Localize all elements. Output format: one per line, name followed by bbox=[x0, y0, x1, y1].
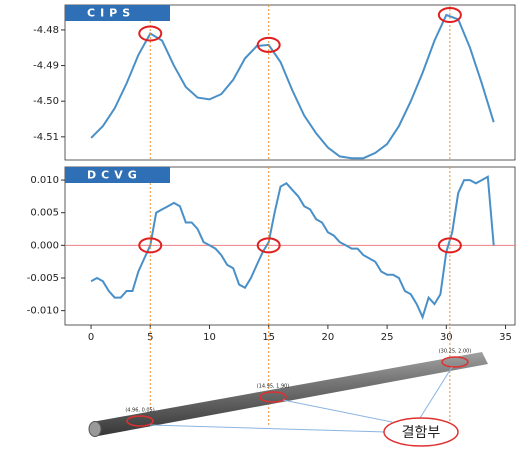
y-tick-label: -4.51 bbox=[33, 132, 59, 143]
point-label: (14.95, 1.90) bbox=[257, 384, 290, 390]
highlight-circle bbox=[256, 237, 281, 254]
highlight-circle bbox=[256, 36, 281, 53]
y-tick-label: -0.010 bbox=[27, 306, 59, 317]
highlight-circle bbox=[437, 237, 462, 254]
pointer-line bbox=[419, 366, 453, 419]
pointer-line bbox=[149, 424, 386, 433]
y-tick-label: -0.005 bbox=[27, 273, 59, 284]
x-tick-label: 5 bbox=[147, 332, 153, 343]
defect-label: 결함부 bbox=[402, 425, 441, 441]
y-tick-label: 0.010 bbox=[30, 175, 59, 186]
highlight-circle bbox=[138, 237, 163, 254]
defect-circle bbox=[126, 415, 154, 427]
y-tick-label: 0.005 bbox=[30, 208, 59, 219]
highlight-circle bbox=[138, 25, 163, 42]
pipe-end bbox=[88, 421, 102, 437]
data-line bbox=[90, 175, 495, 321]
x-tick-label: 30 bbox=[440, 332, 453, 343]
defect-circle bbox=[259, 391, 287, 403]
highlight-circle bbox=[437, 6, 462, 23]
x-tick-label: 0 bbox=[88, 332, 94, 343]
x-tick-label: 25 bbox=[381, 332, 394, 343]
x-tick-label: 10 bbox=[203, 332, 216, 343]
y-tick-label: -4.50 bbox=[33, 96, 59, 107]
defect-circle bbox=[441, 356, 469, 368]
y-tick-label: -4.49 bbox=[33, 61, 59, 72]
x-tick-label: 20 bbox=[322, 332, 335, 343]
y-tick-label: -4.48 bbox=[33, 25, 59, 36]
y-tick-label: 0.000 bbox=[30, 240, 59, 251]
title-box bbox=[65, 5, 170, 21]
pointer-line bbox=[282, 399, 393, 423]
defect-label-box bbox=[383, 417, 459, 447]
point-label: (4.96, 0.05) bbox=[125, 408, 154, 414]
panel-title: DCVG bbox=[87, 169, 142, 182]
panel-title: CIPS bbox=[87, 7, 135, 20]
point-label: (30.25, 2.00) bbox=[439, 349, 472, 355]
pipe: 결함부 (4.96, 0.05) (14.95, 1.90) (30.25, 2… bbox=[88, 349, 488, 447]
pipe-body bbox=[92, 352, 488, 436]
x-tick-label: 35 bbox=[499, 332, 512, 343]
x-tick-label: 15 bbox=[262, 332, 275, 343]
title-box bbox=[65, 167, 170, 183]
